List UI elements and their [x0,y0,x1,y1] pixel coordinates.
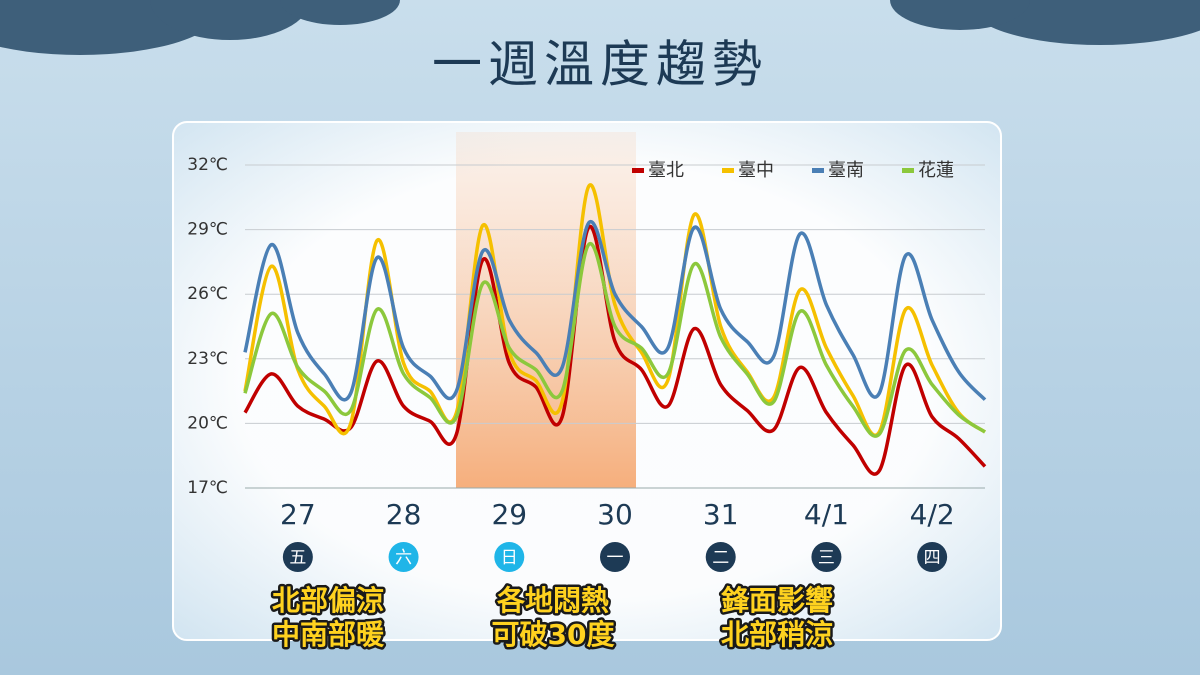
legend-label: 臺北 [648,160,684,181]
legend-swatch [632,168,644,173]
annotation: 鋒面影響 [720,584,833,617]
x-tick-label: 29 [491,498,527,531]
legend-swatch [812,168,824,173]
annotation: 北部稍涼 [721,618,833,651]
y-tick-label: 29℃ [187,220,228,240]
weekday-badge [705,542,736,572]
weekday-label: 六 [395,548,412,568]
annotation: 可破30度 [492,618,615,651]
x-tick-label: 28 [386,498,422,531]
y-tick-label: 32℃ [187,155,228,175]
legend-swatch [722,168,734,173]
weekday-badge [811,542,842,572]
weekday-badge [494,542,525,572]
x-tick-label: 31 [703,498,739,531]
x-tick-label: 4/2 [910,498,955,531]
x-tick-label: 4/1 [804,498,849,531]
series-line [243,219,987,402]
weekday-label: 二 [712,548,729,568]
plot: 17℃ 20℃ 23℃ 26℃ 29℃ 32℃ 27 五 28 六 29 日 30 一 31 二 4/1 三 4/2… [187,155,987,654]
legend-label: 花蓮 [918,160,954,181]
weekday-badge [388,542,419,572]
series-line [243,242,986,438]
highlight-band [456,132,636,488]
weekday-label: 日 [501,548,518,568]
weekday-badge [282,542,313,572]
annotation: 北部偏涼 [272,584,384,617]
clouds [0,0,1200,55]
x-tick-label: 27 [280,498,316,531]
weekday-label: 三 [818,548,835,568]
series-line [243,224,987,476]
weekday-badge [600,542,630,572]
weekday-label: 五 [289,548,306,568]
weekday-label: 四 [924,548,941,568]
y-tick-label: 23℃ [187,349,228,369]
weekday-label: 一 [607,548,624,568]
annotation: 中南部暖 [272,618,385,651]
weekday-badge [917,542,948,572]
y-tick-label: 17℃ [187,478,228,498]
legend-label: 臺中 [738,160,774,181]
y-tick-label: 20℃ [187,413,228,433]
chart-title: 一週溫度趨勢 [432,36,768,94]
y-tick-label: 26℃ [187,284,228,304]
annotation: 各地悶熱 [496,584,609,617]
legend-swatch [902,168,914,173]
x-tick-label: 30 [597,498,633,531]
legend-label: 臺南 [828,160,864,181]
